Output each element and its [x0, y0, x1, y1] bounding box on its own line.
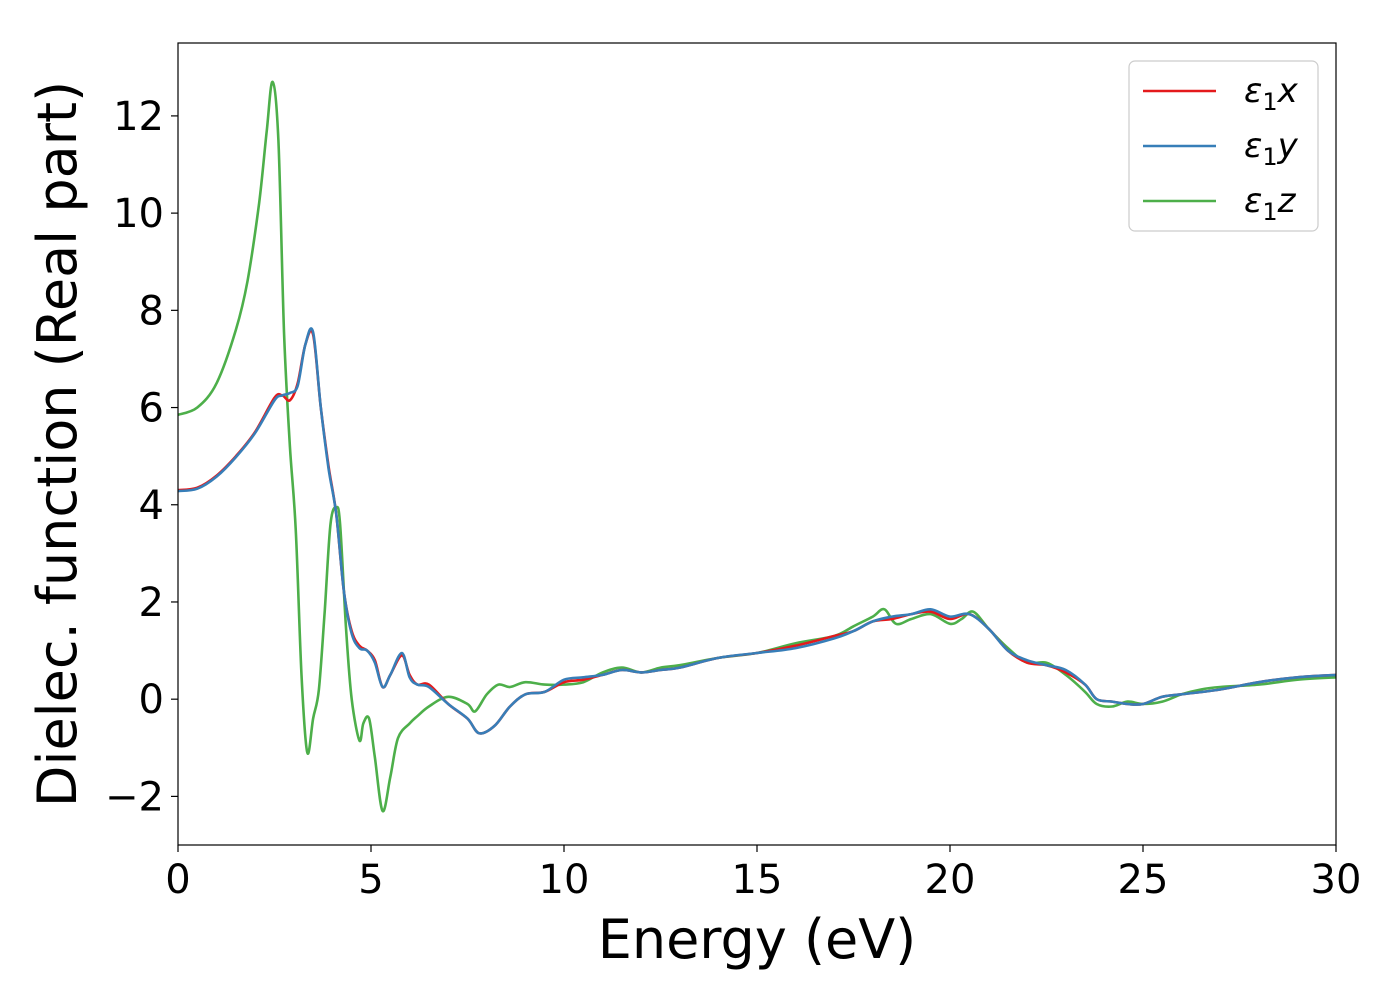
legend-label-symbol: ε	[1244, 181, 1262, 221]
x-tick-label: 5	[358, 857, 383, 903]
y-tick-label: 4	[139, 483, 164, 529]
x-axis-label: Energy (eV)	[598, 908, 917, 971]
legend-label-symbol: ε	[1244, 126, 1262, 166]
y-axis-label: Dielec. function (Real part)	[26, 81, 89, 807]
x-tick-label: 30	[1311, 857, 1362, 903]
legend-label-axis: y	[1277, 126, 1299, 166]
legend-label-axis: x	[1277, 71, 1299, 111]
legend-label-y: ε1y	[1244, 126, 1299, 171]
legend-label-symbol: ε	[1244, 71, 1262, 111]
x-tick-label: 25	[1118, 857, 1169, 903]
x-tick-label: 0	[165, 857, 190, 903]
legend-label-x: ε1x	[1244, 71, 1299, 116]
legend-box	[1128, 60, 1319, 232]
x-tick-label: 15	[732, 857, 783, 903]
legend-label-subscript: 1	[1262, 143, 1277, 171]
legend-label-subscript: 1	[1262, 88, 1277, 116]
x-tick-label: 10	[539, 857, 590, 903]
y-tick-label: 2	[139, 580, 164, 626]
y-tick-label: 8	[139, 288, 164, 334]
x-tick-label: 20	[925, 857, 976, 903]
y-tick-label: −2	[105, 774, 164, 820]
y-tick-label: 6	[139, 386, 164, 432]
plot-lines	[178, 80, 1336, 813]
y-axis: −2 0 2 4 6 8 10 12	[105, 94, 178, 820]
legend-label-subscript: 1	[1262, 198, 1277, 226]
series-line-z	[178, 80, 1336, 813]
x-axis: 0 5 10 15 20 25 30	[165, 845, 1361, 903]
legend-label-z: ε1z	[1244, 181, 1297, 226]
legend-label-axis: z	[1277, 181, 1297, 221]
y-tick-label: 0	[139, 677, 164, 723]
y-tick-label: 10	[113, 191, 164, 237]
series-line-y	[178, 327, 1336, 735]
y-tick-label: 12	[113, 94, 164, 140]
